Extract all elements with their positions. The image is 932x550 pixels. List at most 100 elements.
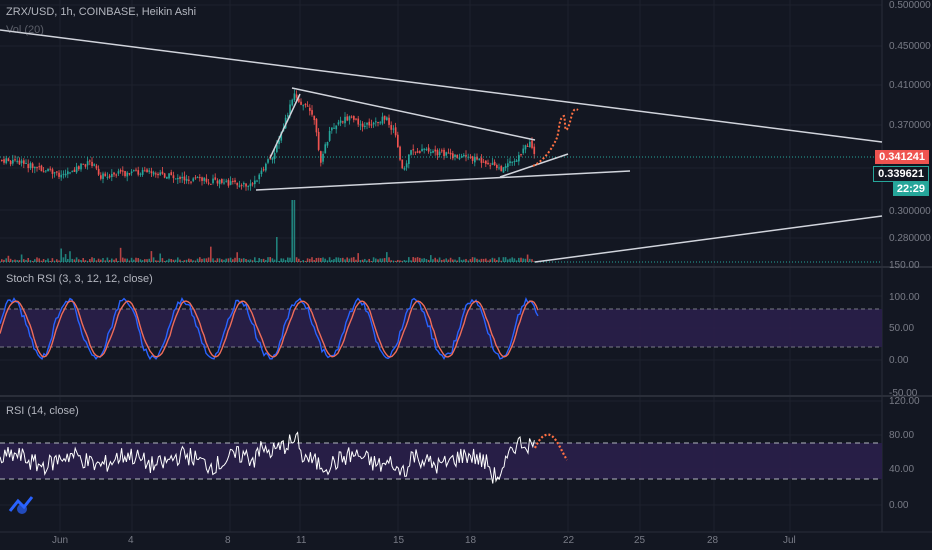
candle-body xyxy=(397,134,399,148)
volume-bar xyxy=(526,254,529,262)
volume-bar xyxy=(529,258,531,262)
volume-bar xyxy=(179,259,181,262)
candle-body xyxy=(1,159,3,161)
volume-bar xyxy=(227,258,230,262)
candle-body xyxy=(383,115,386,120)
volume-bar xyxy=(273,259,276,262)
volume-bar xyxy=(421,258,423,262)
candle-body xyxy=(124,171,126,177)
candle-body xyxy=(425,148,428,150)
volume-bar xyxy=(331,259,333,262)
candle-body xyxy=(179,177,181,179)
volume-bar xyxy=(322,257,324,262)
candle-body xyxy=(348,116,351,121)
candle-body xyxy=(436,150,439,156)
candle-body xyxy=(238,185,241,187)
candle-body xyxy=(47,168,49,172)
volume-bar xyxy=(146,259,148,262)
volume-bar xyxy=(23,259,25,262)
candle-body xyxy=(152,172,155,175)
candle-body xyxy=(287,115,289,117)
volume-bar xyxy=(392,260,395,262)
candle-body xyxy=(403,168,406,170)
candle-body xyxy=(350,116,353,118)
stoch-axis: 100.00 50.00 0.00 -50.00 xyxy=(889,292,920,399)
volume-bar xyxy=(47,258,49,262)
candle-body xyxy=(232,180,234,182)
volume-bar xyxy=(355,259,357,262)
volume-bar xyxy=(489,259,491,262)
candle-body xyxy=(309,107,311,111)
volume-bar xyxy=(361,259,364,262)
volume-bar xyxy=(86,260,89,262)
candle-body xyxy=(14,159,16,161)
candle-body xyxy=(531,140,533,148)
volume-bar xyxy=(16,260,18,262)
candle-body xyxy=(247,186,250,188)
stoch-rsi-lines xyxy=(0,296,539,361)
volume-bar xyxy=(342,257,344,262)
candle-body xyxy=(326,142,329,146)
symbol-legend[interactable]: ZRX/USD, 1h, COINBASE, Heikin Ashi xyxy=(6,6,197,18)
rsi-legend[interactable]: RSI (14, close) xyxy=(6,405,79,417)
volume-bar xyxy=(267,257,269,262)
volume-bar xyxy=(397,259,399,262)
candle-body xyxy=(449,152,452,155)
stoch-legend[interactable]: Stoch RSI (3, 3, 12, 12, close) xyxy=(6,273,153,285)
candle-body xyxy=(298,98,300,102)
price-axis[interactable]: 0.500000 0.450000 0.410000 0.370000 0.30… xyxy=(889,0,931,271)
volume-bar xyxy=(84,260,87,262)
candle-body xyxy=(357,118,360,125)
candle-body xyxy=(60,174,63,178)
volume-bars xyxy=(1,200,535,262)
volume-bar xyxy=(71,258,73,262)
rsi-band xyxy=(0,443,882,479)
candle-body xyxy=(405,163,408,168)
volume-bar xyxy=(214,260,216,262)
candle-body xyxy=(390,125,393,130)
rsi-projection xyxy=(533,433,568,461)
volume-bar xyxy=(159,253,161,262)
candle-body xyxy=(172,175,175,179)
volume-bar xyxy=(139,259,142,262)
volume-bar xyxy=(531,259,533,262)
volume-bar xyxy=(135,257,137,262)
volume-bar xyxy=(507,259,509,262)
volume-bar xyxy=(170,259,172,262)
volume-bar xyxy=(313,260,315,262)
volume-bar xyxy=(18,260,21,262)
volume-bar xyxy=(128,260,131,262)
volume-bar xyxy=(496,260,498,262)
volume-bar xyxy=(221,259,223,262)
volume-bar xyxy=(403,260,406,262)
volume-bar xyxy=(348,258,351,262)
candle-body xyxy=(56,171,58,173)
candle-body xyxy=(485,160,487,164)
volume-bar xyxy=(452,259,454,262)
candle-body xyxy=(157,173,159,176)
volume-bar xyxy=(218,258,221,262)
candle-body xyxy=(73,169,76,172)
volume-bar xyxy=(372,257,375,262)
volume-bar xyxy=(432,259,434,262)
candle-body xyxy=(89,160,91,162)
volume-bar xyxy=(245,258,247,262)
long-support-line xyxy=(534,215,883,263)
volume-bar xyxy=(476,258,478,262)
candle-body xyxy=(245,183,247,187)
candle-body xyxy=(177,178,179,180)
candle-body xyxy=(414,151,417,153)
price-tick: 0.300000 xyxy=(889,206,931,217)
volume-bar xyxy=(67,258,69,262)
candle-body xyxy=(432,150,434,153)
volume-legend[interactable]: Vol (20) xyxy=(6,24,44,36)
candle-body xyxy=(190,181,192,183)
time-axis[interactable]: Jun 4 8 11 15 18 22 25 28 Jul xyxy=(52,535,796,546)
candle-body xyxy=(278,140,280,145)
volume-bar xyxy=(441,259,443,262)
candle-body xyxy=(533,146,536,154)
volume-bar xyxy=(82,258,84,262)
volume-bar xyxy=(513,258,516,262)
volume-bar xyxy=(75,257,78,262)
